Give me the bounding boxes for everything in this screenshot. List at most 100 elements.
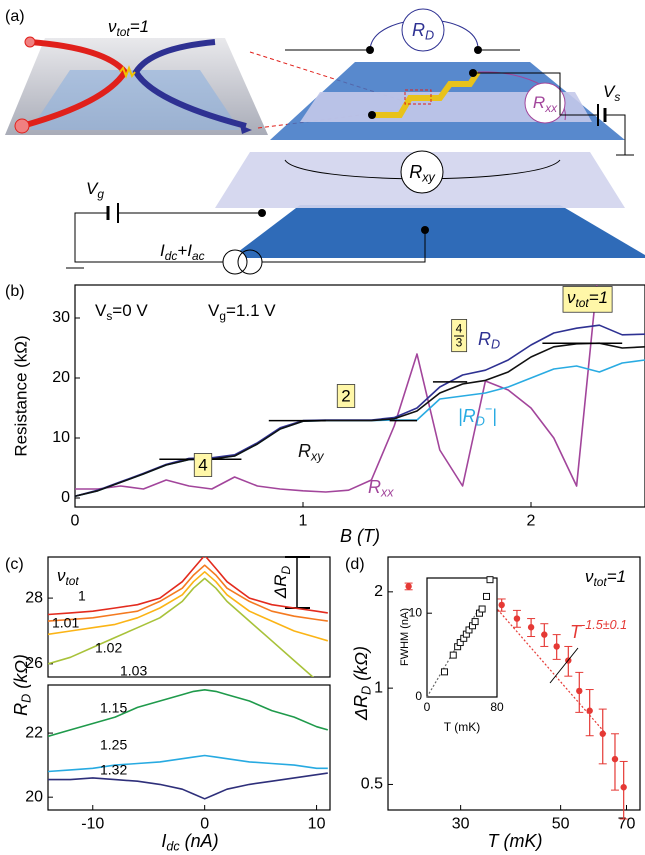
contact (366, 46, 374, 54)
text-part: ac (192, 249, 205, 263)
panel-label: (b) (5, 283, 25, 300)
plot-frame (75, 285, 645, 507)
y-tick-label: 28 (25, 589, 43, 606)
text-part: D (279, 565, 293, 574)
x-axis-label: Idc (nA) (161, 831, 218, 854)
text-part: R (412, 20, 425, 40)
x-tick-label: 2 (527, 513, 536, 530)
text-part: (nA) (180, 831, 219, 851)
text-part: xy (421, 171, 435, 185)
data-point (405, 583, 411, 589)
text-part: g (97, 187, 104, 201)
x-tick-label: 0 (71, 513, 80, 530)
data-point (553, 643, 559, 649)
data-point (487, 577, 493, 583)
text-part: | (492, 406, 497, 426)
page: (a)νtot=1RDRxxRxyVsVgIdc+Iac012010203026… (0, 0, 645, 855)
text-part: =1 (589, 288, 608, 307)
schematic (5, 9, 645, 274)
text-part: R (409, 162, 422, 182)
text-part: tot (594, 575, 608, 589)
text-part: dc (165, 249, 178, 263)
text-part: tot (576, 296, 590, 310)
series-label: 1.03 (120, 663, 147, 679)
device-layer (230, 205, 645, 258)
annotation: Vg=1.1 V (208, 301, 276, 323)
text-part: D (20, 694, 34, 703)
series-label: RD (478, 329, 500, 352)
text-part: dc (166, 840, 180, 854)
y-tick-label: 20 (25, 788, 43, 805)
annotation: νtot (57, 566, 79, 588)
contact (474, 46, 482, 54)
data-point (450, 652, 456, 658)
x-axis-label: T (mK) (488, 831, 543, 851)
text-part: 3 (456, 336, 463, 350)
annotation: T-1.5±0.1 (570, 618, 627, 642)
current-source (223, 250, 247, 274)
text-part: =1 (130, 17, 149, 36)
series-label: Rxx (368, 477, 394, 500)
series-label: 1.25 (100, 737, 127, 753)
x-tick-label: 0 (424, 700, 431, 714)
data-point (586, 708, 592, 714)
x-tick-label: 80 (490, 700, 504, 714)
leader-line (550, 648, 578, 683)
x-tick-label: 1 (299, 513, 308, 530)
series-line (75, 325, 645, 496)
text-part: =1.1 V (226, 301, 276, 320)
series-line (75, 360, 645, 496)
series-label: 1.02 (95, 640, 122, 656)
series-label: 1.15 (100, 700, 127, 716)
figure: (a)νtot=1RDRxxRxyVsVgIdc+Iac012010203026… (0, 0, 645, 855)
text-part: D (360, 686, 374, 695)
contact (368, 111, 376, 119)
x-tick-label: 30 (452, 816, 470, 833)
data-point (442, 669, 448, 675)
text-part: − (485, 402, 492, 416)
x-tick-label: 70 (618, 816, 636, 833)
annotation: ΔRD (271, 565, 293, 599)
panel-label: (a) (5, 8, 25, 25)
text-part: R (533, 93, 545, 112)
text-part: s (614, 90, 620, 104)
data-point (600, 731, 606, 737)
data-point (612, 756, 618, 762)
series-line (48, 690, 328, 737)
text-part: xx (380, 486, 394, 500)
text-part: V (95, 301, 107, 320)
y-tick-label: 2 (374, 583, 383, 600)
series-line (75, 258, 599, 492)
text-part: (mK) (499, 831, 543, 851)
text-part: =0 V (112, 301, 148, 320)
data-point (479, 606, 485, 612)
data-point (620, 784, 626, 790)
series-line (48, 773, 328, 799)
text-part: xy (310, 450, 324, 464)
series-label: 1.32 (100, 762, 127, 778)
data-point (498, 602, 504, 608)
source-label: Vs (603, 82, 620, 104)
plot-frame (388, 557, 640, 810)
x-tick-label: 10 (308, 816, 326, 833)
y-axis-label: ΔRD (kΩ) (351, 646, 374, 721)
plateau-label: 4 (198, 455, 207, 474)
y-tick-label: 22 (25, 724, 43, 741)
y-tick-label: 30 (52, 309, 70, 326)
series-label: |RD−| (458, 402, 497, 429)
panel-label: (d) (345, 556, 365, 573)
panel-label: (c) (5, 556, 24, 573)
plateau-label: 2 (341, 386, 350, 405)
text-part: (kΩ) (11, 654, 31, 694)
y-tick-label: 0 (415, 689, 422, 703)
y-axis-label: FWHM (nA) (399, 608, 411, 666)
text-part: R (478, 329, 491, 349)
text-part: R (298, 441, 311, 461)
text-part: |R (458, 406, 476, 426)
data-point (514, 615, 520, 621)
series-line (48, 756, 328, 772)
text-part: g (219, 309, 226, 323)
series-label: 1.01 (52, 615, 79, 631)
text-part: D (476, 415, 485, 429)
y-tick-label: 0.5 (361, 776, 383, 793)
